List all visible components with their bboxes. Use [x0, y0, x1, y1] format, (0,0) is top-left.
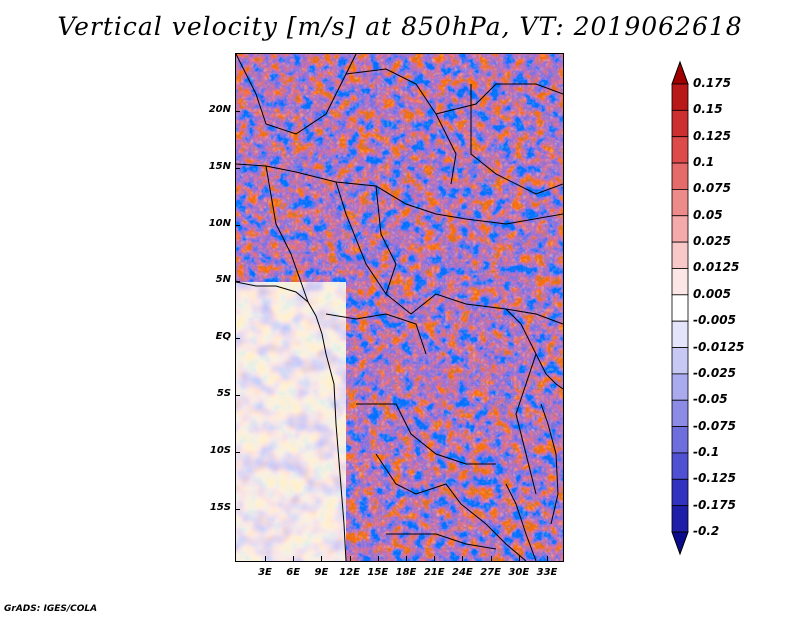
latitude-tick: [235, 167, 240, 169]
colorbar-segment: [671, 478, 689, 507]
longitude-label: 12E: [339, 567, 360, 578]
latitude-tick: [235, 224, 240, 226]
colorbar-label: 0.025: [693, 234, 731, 249]
latitude-label: 5N: [215, 274, 231, 286]
colorbar-label: -0.05: [693, 392, 728, 407]
colorbar-segment: [671, 136, 689, 164]
longitude-label: 21E: [423, 567, 445, 578]
latitude-tick: [235, 395, 240, 396]
colorbar-label: -0.2: [693, 524, 720, 538]
latitude-label: 10N: [208, 217, 231, 229]
latitude-tick: [235, 508, 240, 510]
colorbar-label: -0.075: [693, 418, 736, 433]
colorbar-segment: [671, 215, 689, 243]
longitude-tick: [518, 556, 520, 561]
colorbar-label: -0.0125: [693, 339, 745, 354]
colorbar-label: 0.05: [693, 207, 723, 222]
colorbar-label: -0.175: [693, 497, 736, 512]
colorbar-segment: [671, 399, 689, 427]
colorbar-segment: [671, 426, 689, 454]
colorbar-label: 0.1: [693, 155, 715, 170]
longitude-tick: [406, 556, 407, 561]
colorbar-label: 0.15: [693, 102, 723, 117]
latitude-tick: [235, 451, 240, 453]
velocity-field-map: [236, 54, 563, 561]
coastline-and-borders: [236, 54, 563, 561]
colorbar-segment: [671, 347, 689, 375]
longitude-label: 18E: [395, 567, 417, 578]
colorbar-segment: [671, 109, 689, 138]
colorbar-segment: [671, 268, 689, 296]
longitude-label: 27E: [480, 567, 501, 578]
longitude-tick: [321, 556, 323, 561]
colorbar-segment: [671, 162, 689, 190]
colorbar-segment: [671, 452, 689, 480]
colorbar: [671, 60, 689, 556]
longitude-label: 24E: [452, 567, 473, 578]
latitude-tick: [235, 111, 240, 112]
longitude-tick: [462, 556, 464, 561]
longitude-label: 9E: [314, 567, 329, 578]
map-title: Vertical velocity [m/s] at 850hPa, VT: 2…: [57, 12, 743, 41]
longitude-tick: [293, 556, 295, 561]
colorbar-label: -0.005: [693, 313, 736, 328]
colorbar-label: -0.1: [693, 444, 720, 459]
latitude-label: 15N: [208, 160, 231, 172]
longitude-tick: [490, 556, 492, 561]
longitude-tick: [547, 556, 548, 561]
colorbar-max-arrow: [671, 60, 689, 85]
latitude-tick: [235, 338, 240, 340]
colorbar-label: 0.005: [693, 286, 731, 301]
latitude-label: 5S: [216, 388, 231, 399]
ocean-region: [236, 282, 346, 561]
colorbar-label: -0.125: [693, 471, 736, 486]
colorbar-label: -0.025: [693, 365, 736, 380]
latitude-label: 10S: [209, 444, 231, 456]
latitude-label: EQ: [215, 331, 231, 343]
longitude-tick: [265, 556, 266, 561]
longitude-tick: [377, 556, 379, 561]
longitude-label: 30E: [508, 567, 530, 578]
colorbar-segment: [671, 241, 689, 269]
colorbar-label: 0.125: [693, 128, 731, 143]
longitude-label: 3E: [258, 567, 272, 578]
longitude-tick: [349, 556, 351, 561]
colorbar-label: 0.075: [693, 181, 731, 196]
colorbar-segment: [671, 320, 689, 348]
colorbar-segment: [671, 505, 689, 533]
colorbar-segment: [671, 294, 689, 322]
latitude-label: 20N: [208, 104, 231, 115]
colorbar-segment: [671, 189, 689, 217]
map-plot-area: [235, 53, 564, 562]
colorbar-min-arrow: [671, 531, 689, 556]
longitude-tick: [434, 556, 436, 561]
colorbar-segment: [671, 373, 689, 401]
colorbar-label: 0.175: [693, 76, 731, 90]
grads-credit: GrADS: IGES/COLA: [4, 604, 98, 614]
longitude-label: 15E: [367, 567, 389, 578]
colorbar-label: 0.0125: [693, 260, 740, 275]
longitude-label: 33E: [536, 567, 558, 578]
latitude-label: 15S: [209, 501, 231, 513]
latitude-tick: [235, 281, 240, 283]
colorbar-segment: [671, 83, 689, 111]
longitude-label: 6E: [286, 567, 301, 578]
